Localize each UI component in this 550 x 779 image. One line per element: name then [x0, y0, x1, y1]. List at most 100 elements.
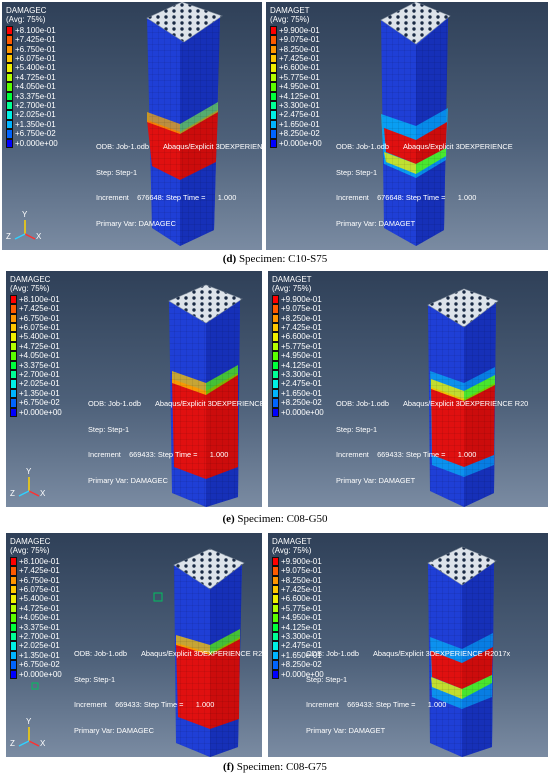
legend-swatch	[10, 660, 17, 670]
legend-value: +3.300e-01	[281, 369, 322, 379]
legend-value: +8.250e-02	[281, 398, 322, 408]
legend-value: +0.000e+00	[15, 138, 58, 148]
panel-e-compression: DAMAGEC (Avg: 75%) +8.100e-01 +7.425e-01 +…	[6, 271, 262, 507]
axis-y: Y	[26, 467, 32, 476]
legend-value: +3.375e-01	[19, 360, 60, 370]
legend-swatch	[272, 341, 279, 352]
legend-swatch	[270, 91, 277, 101]
legend-value: +6.750e-01	[19, 313, 60, 323]
legend-value: +4.950e-01	[279, 82, 320, 92]
column-render	[168, 284, 243, 507]
step-label: Step: Step-1	[88, 424, 130, 434]
axis-z: Z	[10, 739, 15, 748]
legend-swatch	[10, 556, 17, 567]
legend-title: DAMAGET	[270, 6, 310, 15]
caption-letter: (f)	[223, 761, 235, 773]
legend-value: +8.100e-01	[19, 556, 60, 566]
legend-swatch	[270, 63, 277, 73]
legend-swatch	[270, 25, 277, 36]
column-render	[427, 546, 497, 757]
legend-swatch	[6, 25, 13, 36]
legend-swatch	[10, 613, 17, 623]
legend-title: DAMAGEC	[10, 275, 51, 284]
odb-name: ODB: Job-1.odb	[336, 398, 389, 408]
legend-damaget: DAMAGET (Avg: 75%) +9.900e-01 +9.075e-01 +…	[272, 275, 324, 417]
legend-value: +2.475e-01	[279, 110, 320, 120]
axis-z: Z	[10, 489, 15, 498]
primary-var-label: Primary Var: DAMAGET	[306, 726, 386, 736]
legend-value: +9.900e-01	[281, 294, 322, 304]
legend-value: +4.125e-01	[281, 622, 322, 632]
legend-values: +9.900e-01 +9.075e-01 +8.250e-01 +7.425e-01…	[281, 295, 324, 417]
caption-letter: (e)	[222, 513, 235, 525]
legend-avg: (Avg: 75%)	[10, 546, 50, 556]
legend-values: +8.100e-01 +7.425e-01 +6.750e-01 +6.075e-01…	[19, 557, 62, 679]
primary-var-label: Primary Var: DAMAGET	[336, 219, 416, 229]
legend-value: +2.700e-01	[15, 100, 56, 110]
caption-d: (d) Specimen: C10-S75	[0, 253, 550, 265]
legend-value: +8.250e-01	[281, 575, 322, 585]
column-render	[427, 288, 499, 507]
legend-value: +1.650e-01	[279, 119, 320, 129]
increment-label: Increment 669433: Step Time = 1.000	[336, 450, 477, 460]
legend-values: +9.900e-01 +9.075e-01 +8.250e-01 +7.425e-01…	[279, 26, 322, 148]
legend-swatch	[10, 575, 17, 585]
legend-value: +6.750e-02	[19, 660, 60, 670]
legend-value: +9.075e-01	[279, 35, 320, 45]
legend-value: +3.375e-01	[19, 622, 60, 632]
odb-info: ODB: Job-1.odb Abaqus/Explicit 3DEXPERIEN…	[88, 383, 262, 503]
legend-swatch	[272, 594, 279, 604]
legend-values: +8.100e-01 +7.425e-01 +6.750e-01 +6.075e-01…	[19, 295, 62, 417]
axis-y: Y	[26, 717, 32, 726]
caption-f: (f) Specimen: C08-G75	[0, 761, 550, 773]
legend-value: +7.425e-01	[281, 322, 322, 332]
legend-swatch	[272, 351, 279, 361]
odb-info: ODB: Job-1.odb Abaqus/Explicit 3DEXPERIEN…	[96, 126, 262, 246]
column-render	[31, 548, 245, 757]
legend-value: +6.750e-01	[15, 44, 56, 54]
primary-var-label: Primary Var: DAMAGEC	[96, 219, 176, 229]
legend-swatch	[272, 669, 279, 679]
legend-swatches	[272, 294, 279, 417]
legend-swatch	[272, 556, 279, 567]
legend-swatch	[6, 53, 13, 64]
legend-value: +5.400e-01	[15, 63, 56, 73]
legend-swatch	[6, 44, 13, 54]
step-label: Step: Step-1	[74, 674, 116, 684]
legend-title: DAMAGET	[272, 537, 312, 546]
legend-swatch	[270, 82, 277, 92]
axis-x: X	[40, 739, 46, 748]
legend-value: +2.700e-01	[19, 369, 60, 379]
legend-value: +0.000e+00	[281, 669, 324, 679]
increment-label: Increment 669433: Step Time = 1.000	[88, 450, 229, 460]
odb-name: ODB: Job-1.odb	[306, 648, 359, 658]
odb-name: ODB: Job-1.odb	[88, 398, 141, 408]
legend-value: +6.075e-01	[19, 322, 60, 332]
legend-value: +4.950e-01	[281, 351, 322, 361]
odb-info: ODB: Job-1.odb Abaqus/Explicit 3DEXPERIEN…	[336, 126, 513, 246]
legend-swatch	[270, 100, 277, 111]
increment-label: Increment 676648: Step Time = 1.000	[96, 193, 237, 203]
legend-swatch	[272, 398, 279, 408]
legend-values: +9.900e-01 +9.075e-01 +8.250e-01 +7.425e-01…	[281, 557, 324, 679]
legend-swatch	[272, 304, 279, 314]
legend-swatch	[10, 622, 17, 632]
legend-value: +1.350e-01	[15, 119, 56, 129]
legend-value: +4.725e-01	[19, 603, 60, 613]
legend-swatch	[10, 341, 17, 352]
legend-value: +6.750e-02	[19, 398, 60, 408]
legend-swatch	[272, 388, 279, 399]
column-render	[146, 2, 223, 246]
primary-var-label: Primary Var: DAMAGEC	[74, 726, 154, 736]
legend-damaget: DAMAGET (Avg: 75%) +9.900e-01 +9.075e-01 +…	[272, 537, 324, 679]
legend-swatch	[272, 650, 279, 661]
legend-avg: (Avg: 75%)	[270, 15, 310, 25]
legend-value: +5.775e-01	[279, 72, 320, 82]
legend-value: +9.900e-01	[279, 25, 320, 35]
legend-value: +6.750e-01	[19, 575, 60, 585]
legend-value: +5.400e-01	[19, 332, 60, 342]
panel-e-tension: DAMAGET (Avg: 75%) +9.900e-01 +9.075e-01 +…	[268, 271, 548, 507]
axis-triad: Y Z X	[6, 210, 42, 244]
legend-value: +4.725e-01	[15, 72, 56, 82]
axis-triad: Y Z X	[10, 717, 46, 751]
